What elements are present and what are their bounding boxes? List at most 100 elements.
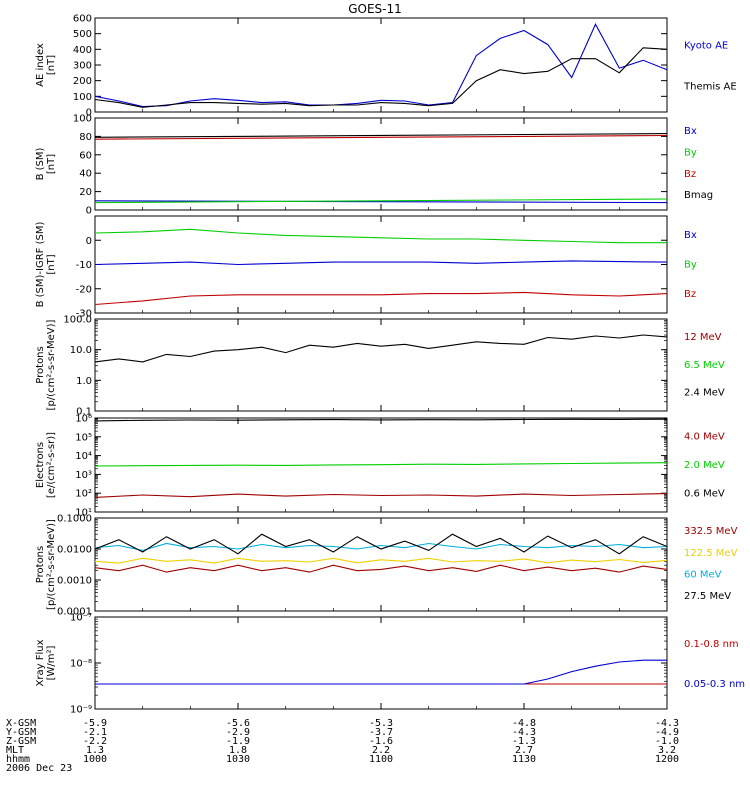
panel-electrons: 10¹ 10² 10³ 10⁴ 10⁵ 10⁶ Electrons [e/(cm²-s-sr)… — [35, 414, 725, 519]
panel-frame — [94, 517, 668, 612]
panel-protons_low: 0.1 1.0 10.0 100.0 Protons [p/(cm²-s-sr-MeV)]… — [35, 315, 725, 418]
series-line-2-0-mev — [94, 462, 668, 467]
y-axis-label-line1: B (SM)-IGRF (SM) — [35, 222, 46, 308]
ephemeris-value: 3.2 — [658, 745, 676, 756]
ephemeris-value: -1.0 — [655, 736, 679, 747]
y-tick-label: 400 — [73, 45, 92, 56]
ephemeris-row-label: Y-GSM — [6, 727, 36, 738]
y-axis-label-line1: Protons — [35, 346, 46, 383]
y-tick-label: 10⁻⁹ — [70, 705, 92, 716]
y-tick-label: 600 — [73, 14, 92, 25]
legend-entry: Bz — [684, 169, 696, 180]
panel-bigrf: -30 -20 -10 0 B (SM)-IGRF (SM) [nT] Bx By Bz — [35, 215, 697, 320]
ephemeris-value: 1030 — [226, 754, 250, 765]
series-line-0-05-0-3-nm — [95, 659, 667, 685]
ephemeris-row-label: Z-GSM — [6, 736, 36, 747]
legend-entry: By — [684, 259, 697, 270]
panel-frame — [94, 318, 668, 412]
legend-entry: 122.5 MeV — [684, 548, 738, 559]
series-line-bz — [94, 291, 668, 306]
ephemeris-row-label: hhmm — [6, 754, 30, 765]
y-tick-label: 10⁻⁸ — [70, 659, 92, 670]
series-line-bz — [94, 134, 668, 140]
ephemeris-value: -5.3 — [369, 718, 393, 729]
y-tick-label: 10³ — [75, 470, 92, 481]
ephemeris-value: 2.7 — [515, 745, 533, 756]
ephemeris-value: -1.3 — [512, 736, 536, 747]
ephemeris-value: -4.8 — [512, 718, 536, 729]
legend-entry: Bmag — [684, 190, 713, 201]
y-tick-label: 1.0 — [76, 376, 92, 387]
y-tick-label: 0 — [86, 236, 92, 247]
legend-entry: 0.1-0.8 nm — [684, 639, 739, 650]
y-axis-label-line1: AE index — [35, 43, 46, 87]
series-line-bx — [94, 200, 668, 204]
panel-ae: 0 100 200 300 400 500 600 AE index [nT] Kyoto AE T… — [35, 14, 737, 119]
y-axis-label: Electrons [e/(cm²-s-sr)] — [35, 432, 57, 498]
y-tick-label: -10 — [76, 260, 92, 271]
y-axis-label-line1: B (SM) — [35, 147, 46, 180]
y-tick-label: 0 — [86, 108, 92, 119]
y-tick-label: 60 — [79, 150, 92, 161]
ephemeris-value: 1.8 — [229, 745, 247, 756]
y-tick-label: 0 — [86, 206, 92, 217]
legend-entry: 2.4 MeV — [684, 388, 725, 399]
chart-title: GOES-11 — [348, 2, 402, 16]
y-axis-label-line2: [p/(cm²-s-sr-MeV)] — [46, 319, 57, 410]
y-axis-label-line2: [nT] — [46, 254, 57, 274]
legend-entry: Bx — [684, 126, 697, 137]
y-axis-label-line2: [W/m²] — [46, 645, 57, 680]
series-line-2-4-mev — [94, 334, 668, 363]
y-tick-label: 20 — [79, 187, 92, 198]
bottom-axis-table: X-GSM -5.9 -5.6 -5.3 -4.8 -4.3Y-GSM -2.1 -2.9 -3… — [6, 718, 679, 774]
y-axis-label-line2: [e/(cm²-s-sr)] — [46, 432, 57, 498]
ephemeris-value: 2.2 — [372, 745, 390, 756]
y-axis-label-line1: Xray Flux — [35, 639, 46, 686]
legend-entry: 6.5 MeV — [684, 360, 725, 371]
ephemeris-value: -2.9 — [226, 727, 250, 738]
legend-entry: 27.5 MeV — [684, 591, 731, 602]
y-tick-label: 40 — [79, 169, 92, 180]
ephemeris-value: -5.9 — [83, 718, 107, 729]
panel-frame — [94, 17, 668, 113]
series-line-bmag — [94, 133, 668, 138]
y-tick-label: 10⁶ — [75, 414, 92, 425]
y-axis-label-line1: Electrons — [35, 442, 46, 488]
y-axis-label: Xray Flux [W/m²] — [35, 639, 57, 686]
legend-entry: 0.6 MeV — [684, 488, 725, 499]
ephemeris-value: -2.2 — [83, 736, 107, 747]
ephemeris-row-label: X-GSM — [6, 718, 36, 729]
series-line-by — [94, 228, 667, 244]
series-line-27-5-mev — [94, 533, 668, 555]
ephemeris-value: -2.1 — [83, 727, 107, 738]
y-tick-label: 100 — [73, 92, 92, 103]
y-tick-label: 500 — [73, 29, 92, 40]
legend-entry: 2.0 MeV — [684, 460, 725, 471]
y-axis-label-line2: [nT] — [46, 154, 57, 174]
series-line-kyoto-ae — [94, 23, 668, 108]
series-line-themis-ae — [94, 47, 668, 108]
series-line-122-5-mev — [94, 557, 668, 564]
y-tick-label: 300 — [73, 61, 92, 72]
series-line-by — [94, 198, 668, 204]
y-axis-label: Protons [p/(cm²-s-sr-MeV)] — [35, 319, 57, 410]
y-tick-label: -30 — [76, 309, 92, 320]
panel-bsm: 0 20 40 60 80 100 B (SM) [nT] Bx By Bz Bmag — [35, 114, 713, 217]
y-tick-label: 100.0 — [63, 315, 92, 326]
y-tick-label: 10² — [75, 489, 92, 500]
panel-frame — [94, 616, 668, 710]
ephemeris-value: -5.6 — [226, 718, 250, 729]
y-axis-label-line2: [nT] — [46, 55, 57, 75]
y-tick-label: 10⁵ — [75, 432, 92, 443]
series-line-60-mev — [94, 542, 668, 551]
y-tick-label: 80 — [79, 132, 92, 143]
series-line-0-6-mev — [94, 418, 668, 422]
legend-entry: 12 MeV — [684, 332, 722, 343]
panel-frame — [94, 215, 668, 314]
y-tick-label: 10⁴ — [75, 451, 92, 462]
ephemeris-row-label: MLT — [6, 745, 24, 756]
y-axis-label: B (SM) [nT] — [35, 147, 57, 180]
y-axis-label-line2: [p/(cm²-s-sr-MeV)] — [46, 519, 57, 610]
